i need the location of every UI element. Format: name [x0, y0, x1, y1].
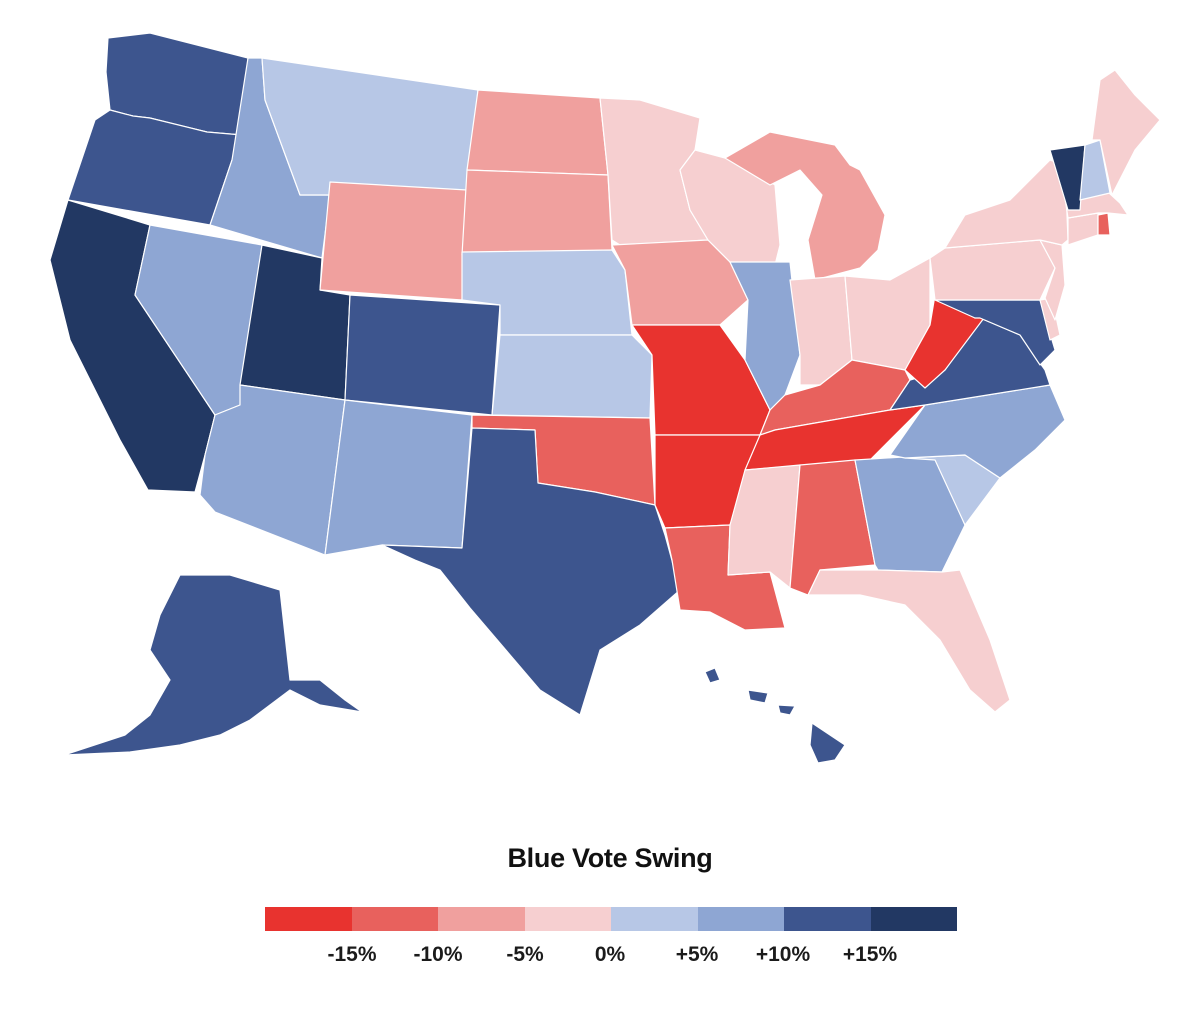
- legend-swatch: [524, 907, 611, 931]
- legend-label: -10%: [413, 943, 463, 966]
- legend-title: Blue Vote Swing: [507, 843, 713, 873]
- state-wyoming[interactable]: [319, 181, 468, 301]
- state-vermont[interactable]: [1049, 144, 1086, 211]
- state-new-york[interactable]: [944, 159, 1069, 249]
- state-montana[interactable]: [261, 57, 479, 201]
- state-texas[interactable]: [381, 427, 681, 716]
- state-michigan[interactable]: [724, 131, 886, 281]
- state-rhode-island[interactable]: [1097, 212, 1111, 236]
- legend-label: -15%: [327, 943, 377, 966]
- state-hawaii[interactable]: [704, 667, 846, 764]
- legend-swatch: [870, 907, 957, 931]
- legend-labels: -15% -10% -5% 0% +5% +10% +15%: [0, 943, 1200, 973]
- state-new-hampshire[interactable]: [1079, 139, 1111, 201]
- state-pennsylvania[interactable]: [929, 239, 1056, 301]
- state-colorado[interactable]: [344, 294, 501, 416]
- legend-label: +10%: [755, 943, 811, 966]
- state-kansas[interactable]: [491, 334, 653, 419]
- state-florida[interactable]: [807, 569, 1011, 713]
- legend-label: -5%: [506, 943, 544, 966]
- legend-swatch: [697, 907, 784, 931]
- legend-swatch: [351, 907, 438, 931]
- legend-label: +5%: [675, 943, 719, 966]
- legend-swatch: [265, 907, 352, 931]
- state-north-dakota[interactable]: [466, 89, 609, 176]
- legend-swatch: [438, 907, 525, 931]
- us-choropleth-map: [49, 32, 1161, 764]
- legend-color-scale: [265, 907, 957, 931]
- legend-label: 0%: [594, 943, 626, 966]
- state-alaska[interactable]: [63, 574, 363, 756]
- legend-label: +15%: [842, 943, 898, 966]
- legend-swatch: [611, 907, 698, 931]
- state-maine[interactable]: [1091, 69, 1161, 196]
- state-new-mexico[interactable]: [324, 399, 473, 556]
- legend-swatch: [784, 907, 871, 931]
- state-south-dakota[interactable]: [461, 169, 613, 256]
